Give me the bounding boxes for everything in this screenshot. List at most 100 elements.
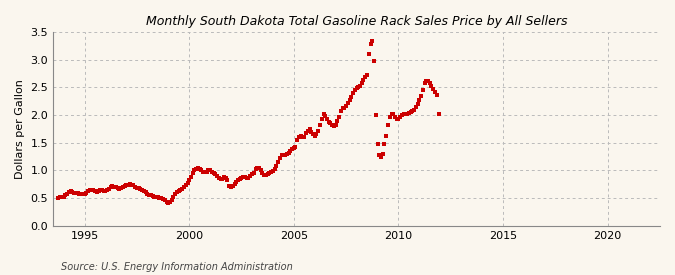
Point [156,196,167,200]
Point [389,114,400,119]
Point [426,84,437,89]
Point [119,184,130,188]
Point [342,101,353,105]
Point [211,174,222,178]
Point [63,190,74,194]
Point [135,187,146,191]
Point [148,194,159,199]
Point [78,192,88,197]
Point [222,178,233,183]
Point [192,166,203,170]
Point [70,191,81,195]
Point [320,114,331,118]
Point [259,173,269,177]
Point [304,127,315,131]
Point [91,189,102,194]
Point [386,112,397,116]
Point [194,167,205,172]
Point [315,123,325,127]
Point [318,112,329,116]
Point [309,134,320,138]
Point [358,78,369,82]
Point [278,153,289,157]
Point [184,178,194,182]
Point [381,134,392,138]
Point [189,168,200,173]
Point [300,131,311,135]
Point [238,175,248,179]
Point [154,196,165,200]
Point [393,117,404,121]
Point [74,192,85,196]
Point [207,169,217,174]
Point [153,195,163,199]
Point [97,188,107,192]
Point [171,190,182,194]
Point [377,152,388,156]
Point [379,142,390,146]
Point [267,169,278,173]
Point [165,199,176,204]
Point [123,183,134,187]
Point [88,188,99,192]
Point [395,114,406,119]
Point [384,114,395,119]
Point [198,169,209,174]
Point [232,178,243,182]
Point [363,52,374,56]
Point [397,113,408,117]
Point [264,171,275,175]
Point [67,189,78,194]
Point [355,84,366,89]
Point [245,174,256,178]
Point [269,167,280,172]
Point [188,171,198,175]
Point [261,173,271,177]
Point [388,112,399,116]
Point [146,193,157,198]
Point [230,182,240,186]
Point [130,184,140,189]
Point [140,190,151,194]
Point [275,156,286,161]
Point [105,185,116,189]
Point [132,185,142,190]
Point [398,112,409,116]
Point [288,146,299,150]
Point [285,149,296,153]
Point [353,85,364,90]
Point [217,177,227,181]
Point [107,184,117,188]
Point [433,112,444,116]
Point [330,123,341,127]
Point [252,166,263,170]
Point [344,98,355,102]
Point [186,175,196,179]
Point [240,175,250,179]
Point [423,78,433,83]
Point [299,135,310,139]
Point [362,72,373,77]
Point [302,128,313,133]
Point [210,172,221,177]
Point [60,193,71,198]
Point [168,195,179,199]
Point [281,152,292,156]
Point [177,186,188,191]
Point [400,112,411,116]
Point [263,172,273,177]
Point [332,119,343,123]
Point [350,88,360,92]
Point [306,130,317,134]
Point [93,189,104,193]
Point [308,132,319,137]
Point [371,113,381,117]
Point [414,98,425,102]
Point [158,197,169,201]
Point [410,104,421,109]
Point [53,196,64,200]
Point [117,185,128,189]
Point [294,135,304,139]
Point [104,186,115,191]
Point [65,189,76,193]
